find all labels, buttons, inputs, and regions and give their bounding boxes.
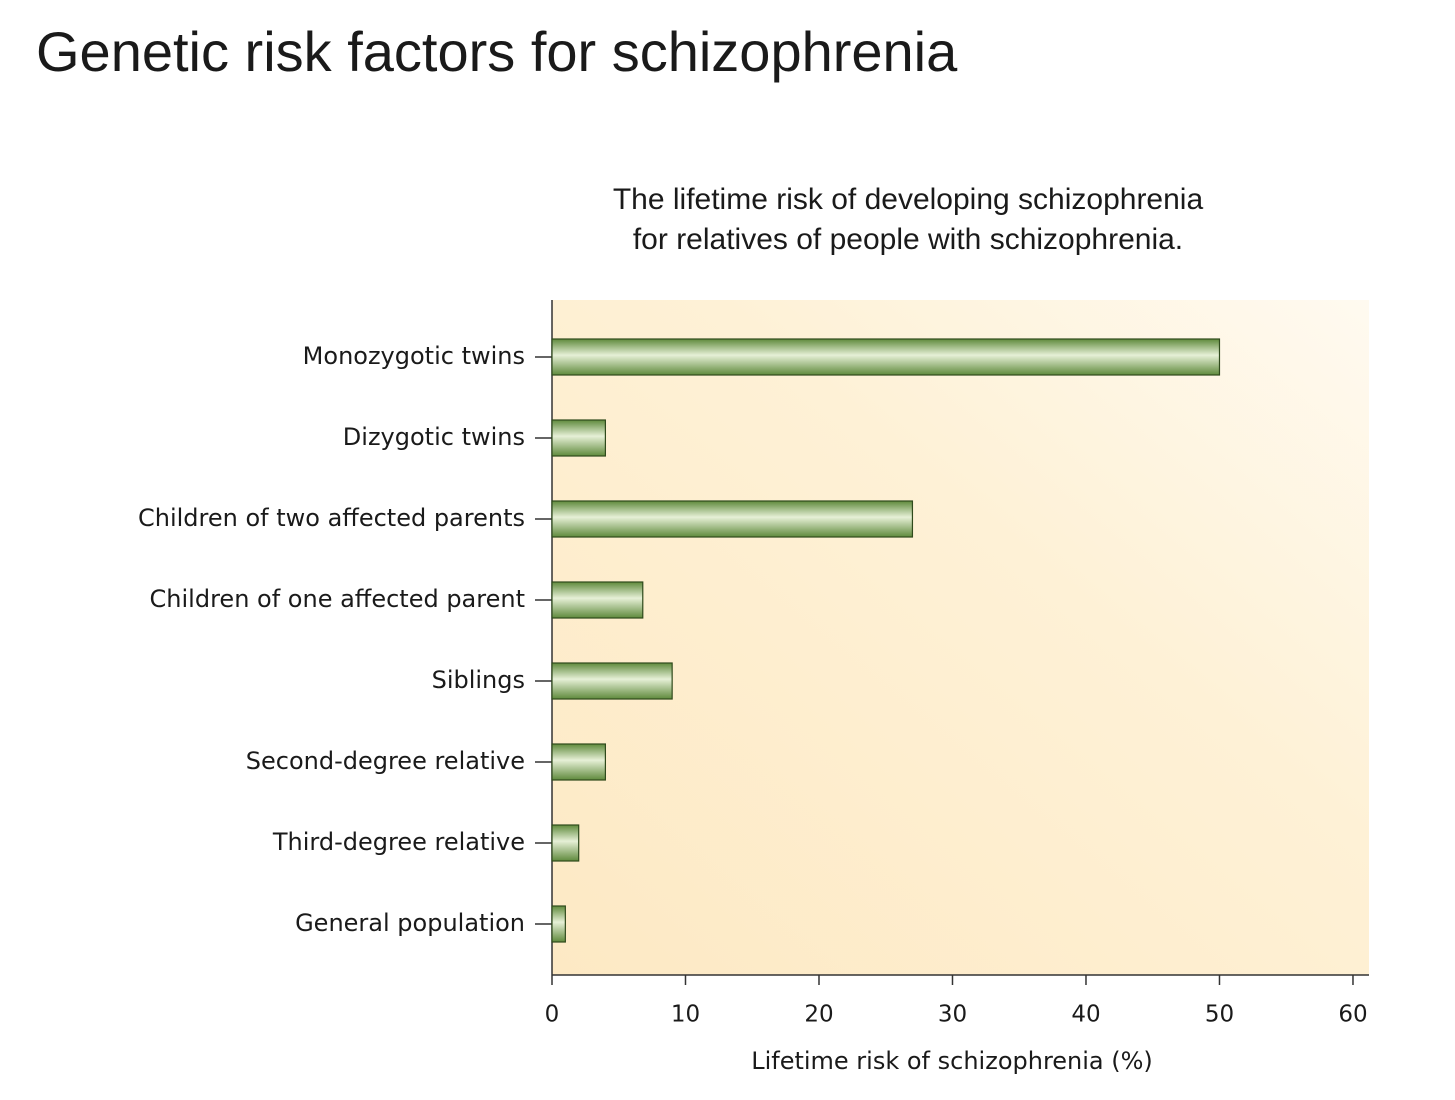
plot-area (552, 300, 1369, 975)
bar (551, 500, 914, 538)
y-tick-label: General population (295, 909, 525, 937)
x-tick-label: 60 (1338, 1002, 1367, 1028)
x-axis-label: Lifetime risk of schizophrenia (%) (751, 1047, 1153, 1075)
x-tick-label: 0 (545, 1002, 560, 1028)
chart-subtitle: The lifetime risk of developing schizoph… (613, 183, 1204, 216)
y-tick-label: Children of two affected parents (138, 504, 525, 532)
bar (551, 905, 566, 943)
y-tick-label: Third-degree relative (272, 828, 525, 856)
bar (551, 338, 1221, 376)
x-tick-label: 20 (804, 1002, 833, 1028)
x-tick-label: 50 (1205, 1002, 1234, 1028)
y-tick-label: Children of one affected parent (150, 585, 525, 613)
y-tick-label: Monozygotic twins (303, 342, 525, 370)
x-tick-label: 30 (938, 1002, 967, 1028)
chart-subtitle: for relatives of people with schizophren… (633, 223, 1183, 256)
bar (551, 824, 580, 862)
y-tick-label: Second-degree relative (246, 747, 525, 775)
chart-title: Genetic risk factors for schizophrenia (36, 20, 958, 83)
bar (551, 662, 673, 700)
bar (551, 581, 644, 619)
bar (551, 419, 606, 457)
y-tick-label: Siblings (432, 666, 525, 694)
x-tick-label: 10 (671, 1002, 700, 1028)
y-tick-label: Dizygotic twins (343, 423, 525, 451)
bar (551, 743, 606, 781)
x-tick-label: 40 (1071, 1002, 1100, 1028)
